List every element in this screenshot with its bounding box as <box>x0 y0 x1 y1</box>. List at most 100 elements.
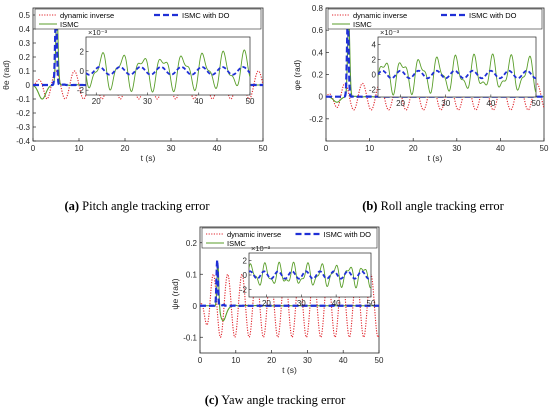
inset-y-tick-label: 0 <box>80 67 85 76</box>
y-tick-label: 0.8 <box>312 4 324 13</box>
y-tick-label: -0.4 <box>16 137 30 146</box>
x-tick-label: 30 <box>452 144 461 153</box>
inset-x-tick-label: 20 <box>396 99 405 108</box>
inset-x-tick-label: 50 <box>246 97 255 106</box>
y-tick-label: 0.6 <box>312 26 324 35</box>
x-tick-label: 50 <box>375 356 384 365</box>
inset-x-tick-label: 40 <box>486 99 495 108</box>
x-tick-label: 10 <box>365 144 374 153</box>
x-tick-label: 50 <box>259 144 268 153</box>
legend: dynamic inverse ISMC with DO ISMC <box>327 8 543 30</box>
chart-panel-1: -0.4-0.3-0.2-0.100.10.20.30.40.50 10 20 30 4… <box>1 7 268 163</box>
inset-y-tick-label: 4 <box>372 41 377 50</box>
inset-frame <box>377 36 537 98</box>
inset-line-ismc <box>249 261 371 289</box>
caption-label: (c) <box>205 393 219 407</box>
x-tick-label: 40 <box>496 144 505 153</box>
y-axis-label: ψe (rad) <box>170 278 180 309</box>
inset-exponent: ×10⁻³ <box>251 244 271 253</box>
caption-panel-3: (c) Yaw angle tracking error <box>205 393 346 407</box>
y-tick-label: 0.1 <box>19 67 31 76</box>
inset-y-tick-label: -2 <box>240 286 248 295</box>
caption-text: Pitch angle tracking error <box>79 199 210 213</box>
inset-area <box>378 53 536 96</box>
inset-x-tick-label: 30 <box>297 299 306 308</box>
inset-x-tick-label: 20 <box>262 299 271 308</box>
y-tick-label: 0.2 <box>186 239 198 248</box>
legend-label-ismc: ISMC <box>227 239 246 248</box>
inset-area <box>249 261 371 289</box>
legend-box <box>327 8 543 30</box>
x-tick-label: 50 <box>540 144 549 153</box>
inset-x-tick-label: 40 <box>194 97 203 106</box>
x-tick-label: 20 <box>409 144 418 153</box>
x-axis-label: t (s) <box>282 365 297 375</box>
inset-exponent: ×10⁻³ <box>380 28 400 37</box>
legend-box <box>201 227 378 249</box>
series-line-ismc-with-do <box>200 259 379 308</box>
x-tick-label: 30 <box>303 356 312 365</box>
caption-label: (b) <box>362 199 377 213</box>
y-tick-label: 0 <box>26 81 31 90</box>
x-tick-label: 20 <box>121 144 130 153</box>
y-tick-label: 0 <box>193 302 198 311</box>
inset-plot: ×10⁻³ -2 0 2 20 30 40 50 <box>240 244 376 308</box>
legend-label-dynamic-inverse: dynamic inverse <box>60 11 114 20</box>
inset-x-tick-label: 30 <box>143 97 152 106</box>
legend-label-ismc-with-do: ISMC with DO <box>182 11 230 20</box>
inset-line-ismc-with-do <box>86 66 250 76</box>
legend-label-dynamic-inverse: dynamic inverse <box>353 11 407 20</box>
x-tick-label: 10 <box>231 356 240 365</box>
chart-panel-3: -0.100.10.20 10 20 30 40 50t (s)ψe (rad)dynam… <box>170 226 384 375</box>
y-tick-label: -0.2 <box>16 109 30 118</box>
y-tick-label: 0.4 <box>19 25 31 34</box>
y-tick-label: -0.3 <box>16 123 30 132</box>
caption-text: Roll angle tracking error <box>377 199 504 213</box>
inset-x-tick-label: 30 <box>441 99 450 108</box>
y-tick-label: 0.3 <box>19 39 31 48</box>
x-tick-label: 40 <box>339 356 348 365</box>
x-tick-label: 0 <box>198 356 203 365</box>
legend: dynamic inverse ISMC with DO ISMC <box>201 227 378 249</box>
y-tick-label: 0.5 <box>19 11 31 20</box>
y-tick-label: -0.1 <box>183 333 197 342</box>
inset-plot: ×10⁻³ -2 0 2 4 20 30 40 50 <box>369 28 541 108</box>
y-tick-label: 0.4 <box>312 48 324 57</box>
legend-label-dynamic-inverse: dynamic inverse <box>227 230 281 239</box>
legend-label-ismc: ISMC <box>60 20 79 29</box>
caption-text: Yaw angle tracking error <box>219 393 347 407</box>
inset-line-ismc-with-do <box>249 270 371 280</box>
inset-y-tick-label: -2 <box>77 86 85 95</box>
inset-x-tick-label: 50 <box>367 299 376 308</box>
inset-y-tick-label: 2 <box>372 56 377 65</box>
y-tick-label: 0.2 <box>19 53 31 62</box>
inset-line-ismc <box>378 53 536 96</box>
caption-panel-2: (b) Roll angle tracking error <box>362 199 504 213</box>
series-line-ismc-with-do <box>326 19 544 98</box>
x-tick-label: 10 <box>75 144 84 153</box>
y-tick-label: 0.2 <box>312 71 324 80</box>
x-axis-label: t (s) <box>428 153 443 163</box>
inset-exponent: ×10⁻³ <box>88 28 108 37</box>
y-tick-label: -0.2 <box>309 115 323 124</box>
caption-panel-1: (a) Pitch angle tracking error <box>64 199 210 213</box>
legend-label-ismc-with-do: ISMC with DO <box>469 11 517 20</box>
x-tick-label: 0 <box>31 144 36 153</box>
inset-plot: ×10⁻³ -2 0 2 20 30 40 50 <box>77 28 255 106</box>
inset-line-ismc-with-do <box>378 69 536 80</box>
inset-x-tick-label: 40 <box>332 299 341 308</box>
plot-area <box>200 259 379 338</box>
chart-panel-2: -0.200.20.40.60.80 10 20 30 40 50t (s)φe (rad… <box>292 4 549 163</box>
inset-y-tick-label: 0 <box>372 71 377 80</box>
inset-x-tick-label: 20 <box>92 97 101 106</box>
inset-y-tick-label: -2 <box>369 86 377 95</box>
legend-box <box>34 8 262 30</box>
inset-y-tick-label: 0 <box>243 271 248 280</box>
legend-label-ismc: ISMC <box>353 20 372 29</box>
inset-y-tick-label: 2 <box>243 256 248 265</box>
y-tick-label: 0 <box>319 93 324 102</box>
x-tick-label: 30 <box>167 144 176 153</box>
legend: dynamic inverse ISMC with DO ISMC <box>34 8 262 30</box>
inset-line-ismc <box>86 49 250 93</box>
